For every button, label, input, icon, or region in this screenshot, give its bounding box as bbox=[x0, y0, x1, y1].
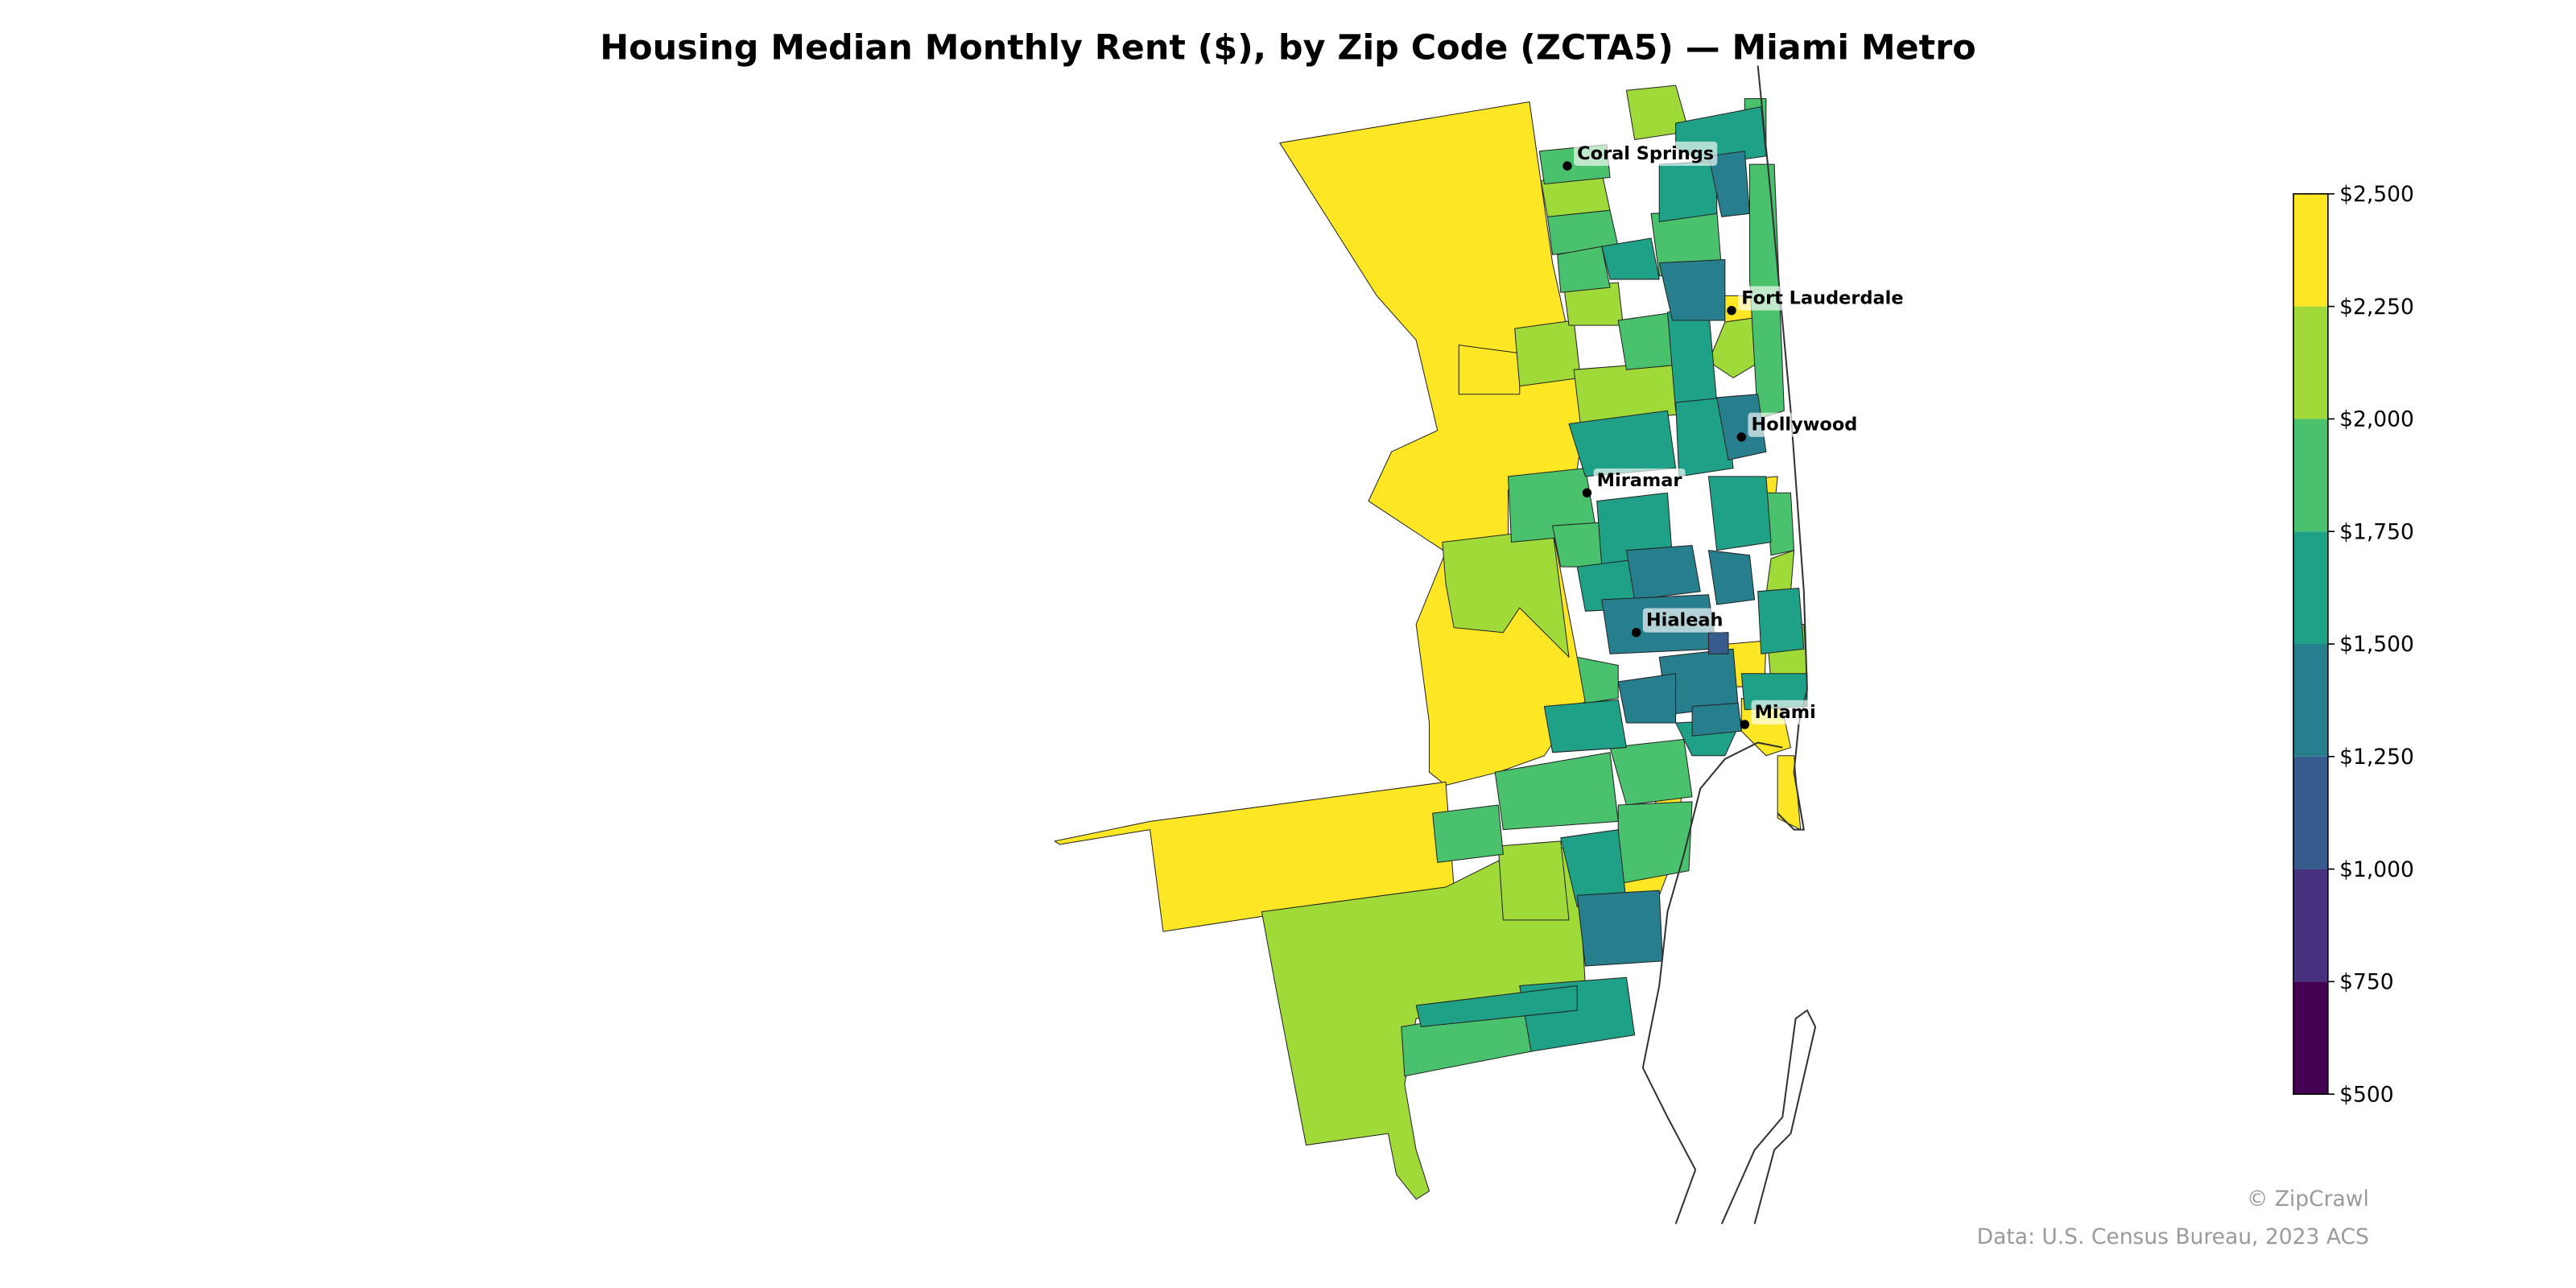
city-label: Fort Lauderdale bbox=[1741, 288, 1903, 309]
zip-region bbox=[1497, 840, 1570, 921]
colorbar-bin bbox=[2293, 756, 2328, 869]
city-marker: Fort Lauderdale bbox=[1727, 286, 1907, 316]
zip-region bbox=[1514, 320, 1581, 387]
city-label-box bbox=[1574, 141, 1718, 166]
zip-region bbox=[1658, 160, 1718, 223]
city-dot bbox=[1563, 161, 1572, 171]
colorbar-tick-label: $1,500 bbox=[2339, 632, 2414, 657]
zip-region bbox=[1557, 246, 1611, 293]
colorbar-bin bbox=[2293, 419, 2328, 532]
city-label: Miami bbox=[1755, 702, 1816, 723]
colorbar-bin bbox=[2293, 531, 2328, 644]
colorbar-bin bbox=[2293, 193, 2328, 307]
colorbar: $500 $750 $1,000 $1,250 $1,500 $1,750 $2,000 $2… bbox=[2293, 182, 2414, 1107]
zip-region bbox=[1716, 394, 1767, 460]
colorbar-tick-label: $2,000 bbox=[2339, 407, 2414, 432]
zip-region bbox=[1757, 588, 1805, 654]
colorbar-tick-label: $1,250 bbox=[2339, 745, 2414, 770]
zip-region bbox=[1666, 308, 1718, 411]
city-labels: Coral Springs Fort Lauderdale Hollywood Mir… bbox=[1563, 141, 1907, 729]
zip-region bbox=[1576, 656, 1619, 704]
city-marker: Miami bbox=[1740, 700, 1819, 729]
zip-region bbox=[1658, 258, 1726, 321]
zip-region bbox=[1707, 632, 1729, 654]
city-label-box bbox=[1751, 700, 1819, 724]
zip-region bbox=[1576, 890, 1663, 967]
colorbar-tick-label: $2,500 bbox=[2339, 182, 2414, 207]
zip-region bbox=[1543, 699, 1627, 753]
zip-region bbox=[1442, 528, 1570, 658]
city-label-box bbox=[1593, 469, 1686, 493]
zip-region bbox=[1691, 702, 1742, 737]
colorbar-bin bbox=[2293, 306, 2328, 419]
zip-region bbox=[1707, 151, 1750, 217]
city-label: Miramar bbox=[1597, 470, 1682, 491]
copyright-text: © ZipCrawl bbox=[2247, 1187, 2369, 1212]
zip-region bbox=[1458, 345, 1521, 395]
zip-region bbox=[1707, 476, 1772, 551]
zip-region bbox=[1617, 673, 1677, 724]
zip-region bbox=[1765, 492, 1795, 556]
zip-regions bbox=[1054, 85, 1808, 1200]
city-dot bbox=[1736, 432, 1746, 442]
zip-region bbox=[1432, 804, 1504, 863]
zip-region bbox=[1707, 550, 1756, 605]
data-source-text: Data: U.S. Census Bureau, 2023 ACS bbox=[1977, 1224, 2369, 1249]
zip-region bbox=[1625, 545, 1701, 601]
city-label: Hollywood bbox=[1752, 415, 1858, 436]
colorbar-tick-label: $750 bbox=[2339, 970, 2393, 995]
colorbar-tick-label: $500 bbox=[2339, 1082, 2393, 1107]
zip-region bbox=[1609, 738, 1693, 806]
city-label: Coral Springs bbox=[1577, 143, 1714, 164]
zip-region bbox=[1568, 410, 1677, 477]
zip-region bbox=[1675, 397, 1734, 477]
city-label-box bbox=[1738, 286, 1907, 311]
city-label-box bbox=[1642, 608, 1727, 633]
city-marker: Hialeah bbox=[1631, 608, 1727, 638]
city-marker: Miramar bbox=[1582, 469, 1686, 497]
city-marker: Coral Springs bbox=[1563, 141, 1718, 171]
city-label-box bbox=[1748, 412, 1861, 437]
colorbar-bin bbox=[2293, 981, 2328, 1095]
colorbar-tick-label: $1,750 bbox=[2339, 519, 2414, 544]
city-label: Hialeah bbox=[1646, 610, 1724, 631]
colorbar-tick-label: $2,250 bbox=[2339, 295, 2414, 320]
city-dot bbox=[1727, 306, 1736, 316]
colorbar-bin bbox=[2293, 869, 2328, 982]
city-dot bbox=[1740, 720, 1750, 729]
zip-region bbox=[1601, 237, 1660, 280]
colorbar-bin bbox=[2293, 644, 2328, 757]
coastline bbox=[1641, 65, 1817, 1224]
city-marker: Hollywood bbox=[1736, 412, 1861, 442]
city-dot bbox=[1631, 628, 1641, 638]
city-dot bbox=[1582, 488, 1592, 497]
colorbar-tick-label: $1,000 bbox=[2339, 857, 2414, 882]
map-title: Housing Median Monthly Rent ($), by Zip … bbox=[600, 27, 1975, 68]
zip-region bbox=[1765, 550, 1795, 596]
zip-region bbox=[1617, 801, 1693, 885]
zip-region bbox=[1415, 985, 1578, 1028]
